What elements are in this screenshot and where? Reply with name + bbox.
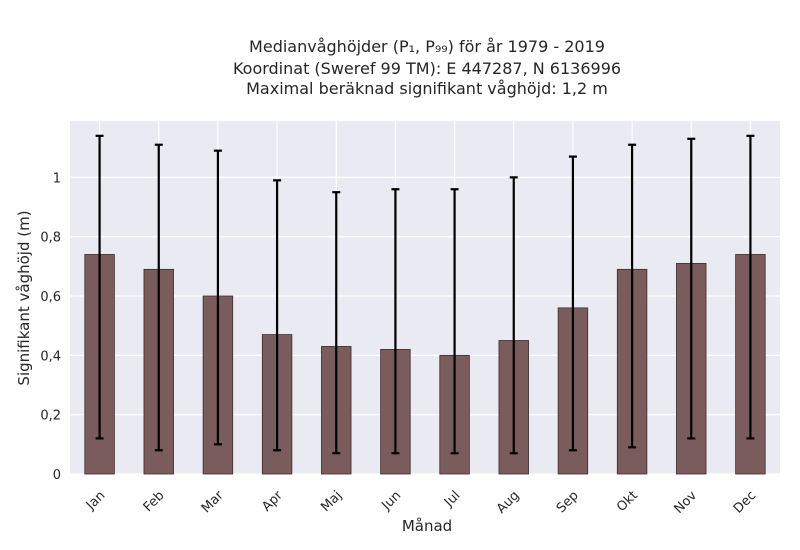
error-bar-apr — [273, 179, 282, 452]
error-bar-jun — [391, 188, 400, 455]
x-tick-label-okt: Okt — [614, 488, 641, 515]
error-bar-maj — [332, 191, 341, 455]
x-tick-label-apr: Apr — [259, 488, 286, 515]
x-tick-label-jan: Jan — [83, 488, 108, 513]
x-tick-label-maj: Maj — [318, 488, 345, 515]
error-bar-nov — [687, 137, 696, 440]
x-tick-label-sep: Sep — [554, 488, 582, 516]
chart-title: Medianvåghöjder (P₁, P₉₉) för år 1979 - … — [233, 37, 621, 98]
x-tick-label-mar: Mar — [199, 488, 227, 516]
x-tick-label-jul: Jul — [441, 488, 463, 510]
plot-area — [70, 121, 780, 474]
x-axis-ticks: Jan Feb Mar Apr Maj Jun Jul Aug Sep Okt Nov Dec — [83, 488, 759, 517]
error-bar-feb — [154, 143, 163, 452]
title-line-3: Maximal beräknad signifikant våghöjd: 1,… — [246, 79, 608, 98]
error-bar-dec — [746, 134, 755, 440]
y-tick-label: 0,6 — [40, 290, 61, 305]
error-bar-jul — [450, 188, 459, 455]
x-tick-label-nov: Nov — [672, 488, 701, 517]
y-tick-label: 1 — [53, 171, 61, 186]
error-bar-aug — [509, 176, 518, 455]
y-tick-label: 0 — [53, 468, 61, 483]
title-line-2: Koordinat (Sweref 99 TM): E 447287, N 61… — [233, 59, 621, 78]
y-tick-label: 0,2 — [40, 409, 61, 424]
error-bar-jan — [95, 134, 104, 440]
y-axis-label: Signifikant våghöjd (m) — [15, 210, 33, 385]
x-tick-label-jun: Jun — [379, 488, 405, 514]
y-tick-label: 0,4 — [40, 349, 61, 364]
error-bars — [95, 134, 755, 455]
title-line-1: Medianvåghöjder (P₁, P₉₉) för år 1979 - … — [249, 37, 605, 56]
error-bar-sep — [568, 155, 577, 452]
x-tick-label-dec: Dec — [731, 488, 759, 516]
error-bar-okt — [628, 143, 637, 449]
y-tick-label: 0,8 — [40, 231, 61, 246]
x-tick-label-aug: Aug — [494, 488, 523, 517]
x-axis-label: Månad — [402, 517, 452, 535]
error-bar-mar — [213, 149, 222, 446]
y-axis-ticks: 0 0,2 0,4 0,6 0,8 1 — [40, 171, 61, 483]
x-tick-label-feb: Feb — [141, 488, 168, 515]
